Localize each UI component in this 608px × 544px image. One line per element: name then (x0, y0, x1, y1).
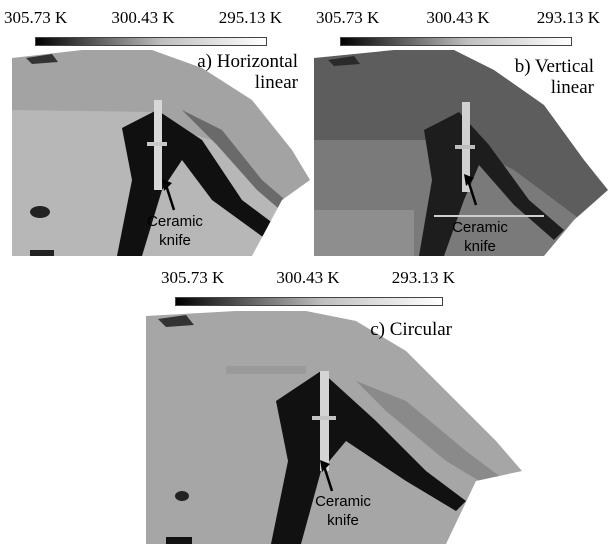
color-bar-b (340, 37, 572, 46)
caption-a: a) Horizontal linear (160, 51, 298, 93)
knife-label-b: Ceramic knife (445, 218, 515, 256)
scale-max-label: 305.73 K (161, 268, 225, 287)
caption-line-1: a) Horizontal (197, 51, 298, 72)
caption-line-2: linear (254, 72, 298, 93)
caption-line-1: b) Vertical (514, 56, 594, 77)
scale-labels-b: 305.73 K 300.43 K 293.13 K (316, 8, 600, 28)
knife-arrow-a (162, 179, 176, 211)
caption-line-1: c) Circular (370, 319, 452, 340)
knife-label-line-1: Ceramic (315, 493, 371, 510)
knife-label-c: Ceramic knife (308, 492, 378, 530)
scale-min-label: 293.13 K (536, 8, 600, 27)
scale-mid-label: 300.43 K (111, 8, 175, 27)
temperature-field-b (314, 50, 608, 256)
scale-mid-label: 300.43 K (426, 8, 490, 27)
scale-max-label: 305.73 K (316, 8, 380, 27)
scale-min-label: 293.13 K (391, 268, 455, 287)
knife-label-line-1: Ceramic (452, 219, 508, 236)
scale-labels-c: 305.73 K 300.43 K 293.13 K (161, 268, 455, 288)
field-image-c (146, 311, 522, 544)
scale-mid-label: 300.43 K (276, 268, 340, 287)
temperature-field-c (146, 311, 522, 544)
color-bar-c (175, 297, 443, 306)
scale-min-label: 295.13 K (218, 8, 282, 27)
knife-label-line-2: knife (464, 238, 496, 255)
field-image-b (314, 50, 608, 256)
knife-arrow-c (320, 460, 334, 492)
field-image-a (12, 50, 310, 256)
knife-label-line-2: knife (159, 232, 191, 249)
knife-arrow-b (464, 174, 478, 206)
caption-line-2: linear (550, 77, 594, 98)
scale-labels-a: 305.73 K 300.43 K 295.13 K (4, 8, 282, 28)
caption-b: b) Vertical linear (470, 56, 594, 98)
color-bar-a (35, 37, 267, 46)
caption-c: c) Circular (340, 319, 452, 340)
scale-max-label: 305.73 K (4, 8, 68, 27)
knife-label-line-2: knife (327, 512, 359, 529)
knife-label-line-1: Ceramic (147, 213, 203, 230)
temperature-field-a (12, 50, 310, 256)
knife-label-a: Ceramic knife (140, 212, 210, 250)
